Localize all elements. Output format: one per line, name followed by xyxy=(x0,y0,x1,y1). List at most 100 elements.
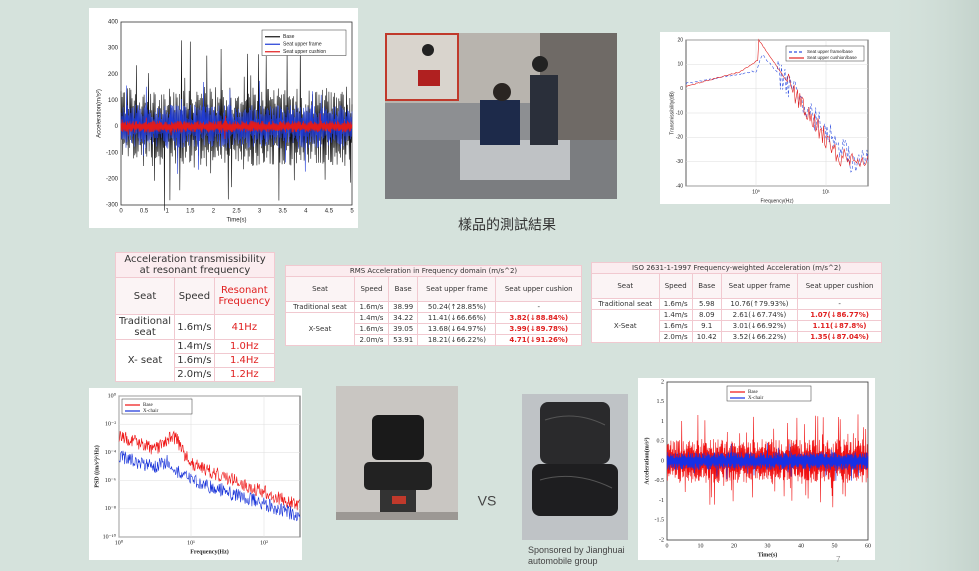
table-cell: Traditional seat xyxy=(285,301,355,313)
table-cell: 1.6m/s xyxy=(658,320,693,332)
table-cell: 50.24(↑28.85%) xyxy=(417,301,497,313)
table-cell: 18.21(↓66.22%) xyxy=(417,334,497,346)
table-cell: 1.4m/s xyxy=(658,309,693,321)
table: RMS Acceleration in Frequency domain (m/… xyxy=(285,265,582,346)
table-row: Traditional seat 1.6m/s 5.98 10.76(↑79.93%)… xyxy=(591,298,882,310)
vs-label: VS xyxy=(478,493,497,509)
legend-label: X-chair xyxy=(748,396,764,401)
legend-label: Seat upper cushion/base xyxy=(807,55,857,60)
table-cell: Traditional seat xyxy=(114,314,176,340)
table-cell: 2.0m/s xyxy=(658,331,693,343)
signal-trace xyxy=(120,113,353,140)
table-header: Seat upper frame xyxy=(417,276,497,302)
legend-box xyxy=(726,385,812,402)
y-tick-label: 0 xyxy=(115,124,119,130)
y-tick-label: -100 xyxy=(106,150,119,156)
table-cell: 1.4m/s xyxy=(174,339,215,354)
table-row: ISO 2631-1-1997 Frequency-weighted Accel… xyxy=(591,262,882,274)
x-tick-label: 4 xyxy=(304,209,308,215)
table-row: Acceleration transmissibility at resonan… xyxy=(115,252,275,278)
sponsor-note: Sponsored by Jianghuai automobile group xyxy=(528,545,625,566)
legend-label: Seat upper frame xyxy=(283,42,322,48)
page-number: 7 xyxy=(836,555,841,564)
y-tick-label: -1.5 xyxy=(655,518,665,524)
table-cell: 1.6m/s xyxy=(174,353,215,368)
y-tick-label: -2 xyxy=(659,537,664,543)
table-cell: 1.6m/s xyxy=(353,323,389,335)
table-header: Seat xyxy=(591,273,660,299)
signal-trace xyxy=(118,430,301,511)
sponsor-line: automobile group xyxy=(528,556,598,566)
table-cell: 1.6m/s xyxy=(174,314,215,340)
y-tick-label: -300 xyxy=(106,203,119,209)
table-cell: 3.52(↓66.22%) xyxy=(720,331,799,343)
table-cell: 2.0m/s xyxy=(353,334,389,346)
x-tick-label: 10⁰ xyxy=(752,189,760,195)
x-tick-label: 60 xyxy=(865,543,871,549)
x-tick-label: 10¹ xyxy=(187,540,195,546)
table-row: Traditional seat 1.6m/s 38.99 50.24(↑28.85%… xyxy=(285,301,582,313)
x-tick-label: 1 xyxy=(166,209,170,215)
y-tick-label: 0 xyxy=(680,86,683,92)
y-tick-label: 10⁻¹⁰ xyxy=(103,533,117,540)
table-cell: 5.98 xyxy=(691,298,722,310)
table-cell: 41Hz xyxy=(213,314,276,340)
signal-trace xyxy=(120,40,353,211)
table-cell: 38.99 xyxy=(387,301,419,313)
table-cell: 1.6m/s xyxy=(353,301,389,313)
table-row: 2.0m/s 1.2Hz xyxy=(116,367,276,382)
signal-trace xyxy=(685,54,869,173)
table-cell: 9.1 xyxy=(691,320,722,332)
x-tick-label: 2 xyxy=(212,209,216,215)
y-tick-label: 10⁻⁴ xyxy=(105,450,116,456)
x-tick-label: 3 xyxy=(258,209,262,215)
x-tick-label: 10 xyxy=(698,543,704,549)
signal-trace xyxy=(685,38,869,168)
y-tick-label: 10⁻⁶ xyxy=(105,478,116,484)
table-cell: 1.0Hz xyxy=(213,339,276,354)
y-tick-label: 1.5 xyxy=(657,399,665,405)
y-tick-label: 0 xyxy=(661,458,664,464)
table-row: X-Seat 1.4m/s 8.09 2.61(↓67.74%) 1.07(↓86.77… xyxy=(591,309,882,343)
y-tick-label: -0.5 xyxy=(655,478,665,484)
y-tick-label: 300 xyxy=(108,46,119,52)
table-header: Base xyxy=(691,273,722,299)
x-axis-label: Time(s) xyxy=(758,551,778,558)
legend-label: Seat upper frame/base xyxy=(807,49,853,54)
table-cell: 1.6m/s xyxy=(658,298,693,310)
x-tick-label: 50 xyxy=(832,543,838,549)
table-cell: 1.07(↓86.77%) xyxy=(797,309,882,321)
y-tick-label: 200 xyxy=(108,72,119,78)
table-cell: - xyxy=(495,301,582,313)
table-cell: X- seat xyxy=(114,339,176,382)
x-axis-label: Time(s) xyxy=(226,218,246,224)
x-tick-label: 10² xyxy=(260,540,268,546)
table-header: Base xyxy=(387,276,419,302)
legend-label: Seat upper cushion xyxy=(283,49,326,55)
table-title: Acceleration transmissibility at resonan… xyxy=(115,252,275,278)
table-cell: Traditional seat xyxy=(591,298,660,310)
chair-photo xyxy=(336,386,458,520)
table-header: Speed xyxy=(353,276,389,302)
y-axis-label: Transmissibility(dB) xyxy=(669,91,675,135)
table-cell: 3.82(↓88.84%) xyxy=(495,312,582,324)
x-tick-label: 5 xyxy=(350,209,354,215)
table-cell: 1.4m/s xyxy=(353,312,389,324)
table-cell: 34.22 xyxy=(387,312,419,324)
x-axis-label: Frequency(Hz) xyxy=(760,198,793,204)
table-row: 2.0m/s 53.91 18.21(↓66.22%) 4.71(↓91.26%) xyxy=(286,334,582,346)
x-axis-label: Frequency(Hz) xyxy=(190,548,229,555)
x-tick-label: 3.5 xyxy=(279,209,288,215)
legend-label: Base xyxy=(283,34,295,40)
signal-trace xyxy=(118,450,301,522)
y-tick-label: 10⁰ xyxy=(108,392,117,399)
table-row: X-Seat 1.4m/s 34.22 11.41(↓66.66%) 3.82(↓88.… xyxy=(285,312,582,346)
x-tick-label: 10⁰ xyxy=(115,539,124,546)
table-cell: X-Seat xyxy=(285,312,355,346)
table-cell: 3.99(↓89.78%) xyxy=(495,323,582,335)
legend-box xyxy=(121,398,193,415)
x-tick-label: 30 xyxy=(765,543,771,549)
x-tick-label: 40 xyxy=(798,543,804,549)
